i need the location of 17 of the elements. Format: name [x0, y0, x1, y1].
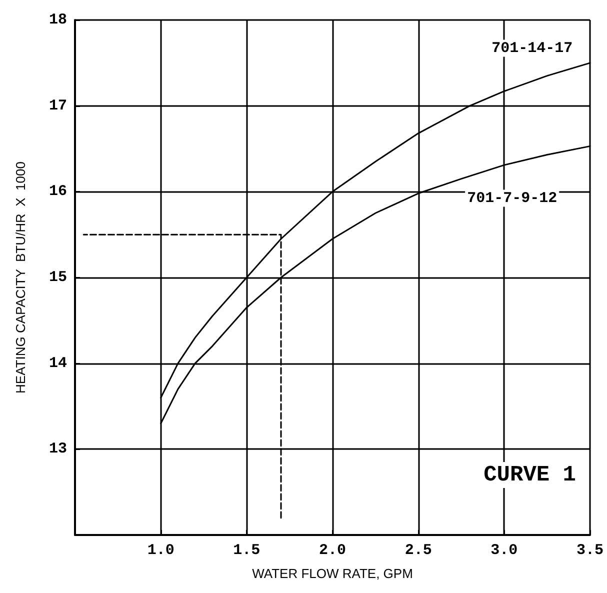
y-axis-title: HEATING CAPACITY BTU/HR X 1000: [13, 162, 28, 394]
series-label: 701-14-17: [492, 40, 573, 57]
x-tick-label: 3.0: [490, 542, 518, 559]
x-axis-title: WATER FLOW RATE, GPM: [252, 566, 413, 581]
x-tick-label: 1.5: [233, 542, 260, 559]
y-tick-label: 16: [48, 183, 67, 200]
x-tick-label: 2.5: [404, 542, 432, 559]
y-tick-label: 18: [48, 12, 67, 28]
y-tick-label: 14: [48, 354, 67, 372]
x-tick-label: 3.5: [576, 542, 604, 559]
y-tick-label: 13: [48, 440, 67, 458]
x-tick-label: 1.0: [147, 542, 174, 559]
annotation: CURVE 1: [484, 462, 576, 488]
y-tick-label: 17: [48, 97, 67, 114]
series-label: 701-7-9-12: [467, 190, 558, 207]
x-tick-label: 2.0: [318, 542, 346, 559]
y-tick-label: 15: [48, 269, 67, 286]
